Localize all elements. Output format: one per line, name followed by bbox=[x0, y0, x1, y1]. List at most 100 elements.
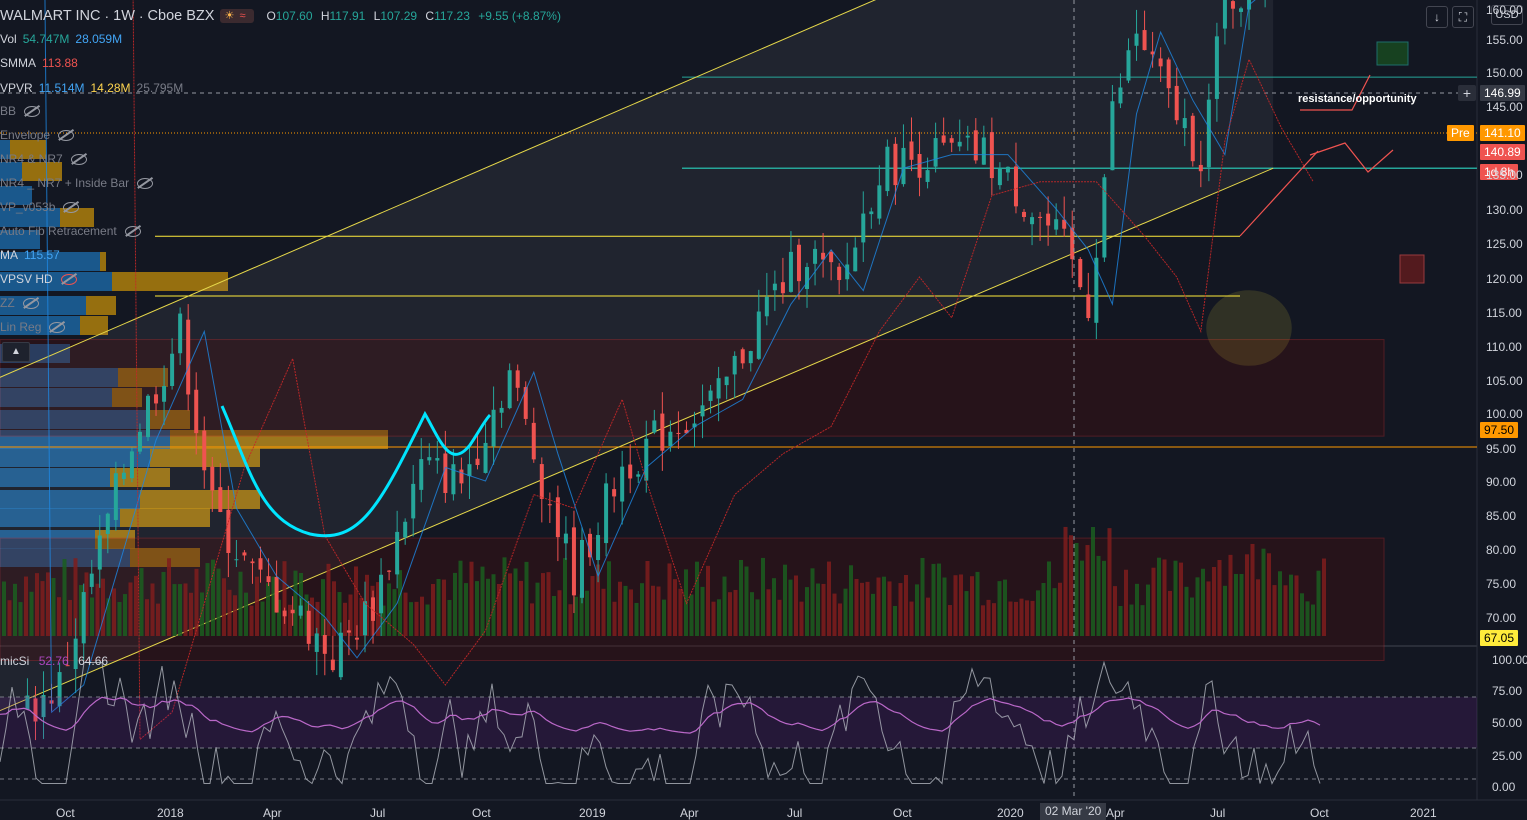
volume-bar bbox=[172, 584, 177, 636]
volume-bar bbox=[1124, 569, 1128, 636]
resistance-annotation[interactable]: resistance/opportunity bbox=[1298, 93, 1417, 105]
candle-body bbox=[483, 442, 488, 473]
candle-body bbox=[218, 487, 223, 512]
candle-body bbox=[716, 378, 721, 399]
indicator-lin-reg[interactable]: Lin Reg bbox=[0, 319, 66, 335]
vpvr-down-bar bbox=[112, 272, 228, 291]
candle-body bbox=[813, 248, 818, 264]
candle-body bbox=[1118, 87, 1123, 104]
volume-bar bbox=[926, 597, 930, 636]
volume-bar bbox=[810, 568, 815, 636]
indicator-vpvr[interactable]: VPVR 11.514M 14.28M 25.795M bbox=[0, 81, 184, 95]
indicator-envelope[interactable]: Envelope bbox=[0, 127, 75, 143]
volume-bar bbox=[871, 593, 875, 636]
indicator-smma[interactable]: SMMA 113.88 bbox=[0, 56, 78, 70]
indicator-auto-fib[interactable]: Auto Fib Retracement bbox=[0, 223, 141, 239]
candle-body bbox=[1062, 219, 1067, 229]
vpvr-down-bar bbox=[22, 162, 62, 181]
hidden-eye-icon[interactable] bbox=[60, 274, 77, 286]
volume-bar bbox=[898, 583, 903, 636]
chart-legend-header: WALMART INC · 1W · Cboe BZX ☀ ≈ O107.60 … bbox=[0, 8, 561, 24]
volume-bar bbox=[447, 599, 452, 636]
candle-body bbox=[226, 509, 231, 553]
candle-body bbox=[965, 135, 970, 138]
volume-bar bbox=[1283, 585, 1288, 636]
hidden-eye-icon[interactable] bbox=[22, 298, 39, 310]
market-status-badge[interactable]: ☀ ≈ bbox=[220, 9, 255, 23]
candle-body bbox=[290, 609, 295, 614]
candle-body bbox=[41, 694, 46, 718]
indicator-ma[interactable]: MA 115.57 bbox=[0, 248, 60, 262]
volume-bar bbox=[354, 566, 358, 636]
volume-bar bbox=[838, 603, 842, 636]
indicator-nr4-nr7[interactable]: NR4 & NR7 bbox=[0, 151, 87, 167]
volume-bar bbox=[1316, 570, 1321, 636]
candle-body bbox=[1110, 101, 1115, 171]
candle-body bbox=[660, 413, 665, 451]
volume-bar bbox=[744, 566, 749, 636]
candle-body bbox=[1206, 99, 1211, 168]
candle-body bbox=[796, 244, 801, 282]
volume-bar bbox=[1063, 526, 1068, 636]
volume-bar bbox=[678, 588, 683, 636]
hidden-eye-icon[interactable] bbox=[124, 226, 141, 238]
candle-body bbox=[467, 464, 472, 477]
time-axis-tick: 2019 bbox=[579, 806, 606, 820]
volume-bar bbox=[1091, 526, 1095, 636]
candle-body bbox=[499, 407, 504, 413]
candle-body bbox=[242, 552, 247, 556]
oscillator-legend[interactable]: micSi 52.76 64.66 bbox=[0, 654, 109, 668]
hidden-eye-icon[interactable] bbox=[58, 130, 75, 142]
candle-body bbox=[772, 283, 777, 291]
price-axis-tick: 135.00 bbox=[1486, 168, 1523, 182]
hidden-eye-icon[interactable] bbox=[137, 178, 154, 190]
volume-bar bbox=[216, 568, 221, 636]
hidden-eye-icon[interactable] bbox=[70, 154, 87, 166]
volume-bar bbox=[1190, 597, 1194, 636]
indicator-nr4-nr7-inside-bar[interactable]: NR4 _ NR7 + Inside Bar bbox=[0, 175, 154, 191]
oscillator-axis-tick: 25.00 bbox=[1492, 749, 1523, 763]
indicator-vol[interactable]: Vol 54.747M 28.059M bbox=[0, 32, 123, 46]
volume-bar bbox=[816, 583, 820, 636]
candle-body bbox=[547, 504, 552, 506]
candle-body bbox=[989, 132, 994, 179]
volume-bar bbox=[227, 589, 232, 636]
volume-bar bbox=[590, 576, 595, 636]
candle-body bbox=[1046, 213, 1051, 226]
candle-body bbox=[314, 633, 319, 652]
volume-bar bbox=[1008, 601, 1013, 636]
volume-bar bbox=[750, 592, 754, 636]
currency-label[interactable]: USD bbox=[1491, 5, 1523, 25]
volume-bar bbox=[189, 592, 193, 636]
indicator-vpsv-hd[interactable]: VPSV HD bbox=[0, 271, 77, 287]
volume-bar bbox=[403, 592, 408, 636]
projection-up-path bbox=[1300, 74, 1371, 111]
volume-bar bbox=[271, 576, 276, 636]
add-alert-plus-icon[interactable]: + bbox=[1458, 85, 1476, 101]
volume-bar bbox=[1300, 593, 1304, 636]
hidden-eye-icon[interactable] bbox=[24, 106, 41, 118]
candle-body bbox=[338, 632, 343, 678]
collapse-legend-button[interactable]: ▲ bbox=[2, 342, 30, 362]
vpvr-up-bar bbox=[0, 448, 150, 467]
rising-trendline bbox=[1239, 150, 1319, 237]
indicator-bb[interactable]: BB bbox=[0, 103, 41, 119]
volume-bar bbox=[480, 566, 485, 636]
symbol-name[interactable]: WALMART INC bbox=[0, 8, 101, 24]
hidden-eye-icon[interactable] bbox=[63, 202, 80, 214]
hidden-eye-icon[interactable] bbox=[49, 322, 66, 334]
volume-bar bbox=[7, 600, 12, 636]
download-icon[interactable]: ↓ bbox=[1426, 6, 1448, 28]
indicator-zz[interactable]: ZZ bbox=[0, 295, 39, 311]
time-axis-tick: Jul bbox=[787, 806, 803, 820]
indicator-vp-v053b[interactable]: VP_v053b bbox=[0, 199, 80, 215]
interval-label[interactable]: 1W bbox=[113, 8, 135, 24]
volume-bar bbox=[623, 585, 628, 636]
volume-bar bbox=[640, 583, 644, 636]
price-axis-tick: 160.00 bbox=[1486, 3, 1523, 17]
volume-bar bbox=[282, 561, 287, 636]
fullscreen-icon[interactable]: ⛶ bbox=[1452, 6, 1474, 28]
volume-bar bbox=[535, 582, 540, 636]
volume-bar bbox=[255, 576, 259, 636]
